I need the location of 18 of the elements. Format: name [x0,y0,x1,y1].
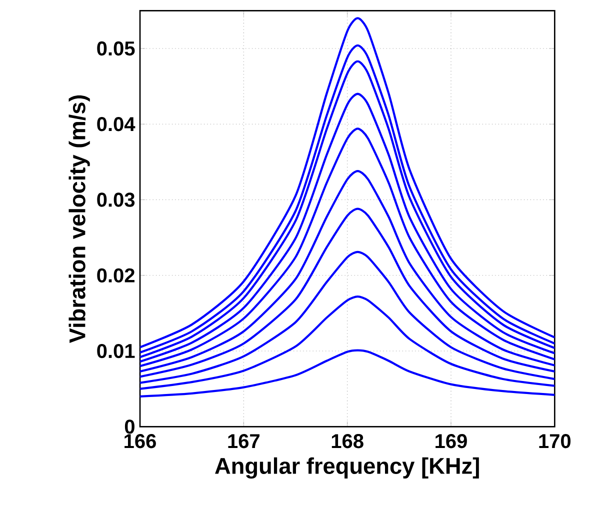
x-tick-label: 166 [124,434,156,448]
x-tick-label: 167 [228,434,260,448]
y-tick-label: 0 [124,420,134,434]
x-tick-label: 169 [436,434,467,448]
y-tick-label: 0.04 [97,117,136,132]
y-tick-label: 0.03 [97,192,135,207]
line-series [140,170,555,373]
y-axis-title: Vibration velocity (m/s) [68,95,90,344]
x-axis-title: Angular frequency [KHz] [215,457,479,479]
line-series [140,250,555,384]
y-tick-label: 0.05 [97,41,135,56]
x-tick-label: 168 [332,434,364,448]
y-tick-label: 0.02 [97,268,134,282]
line-series [140,208,555,378]
line-series [140,349,555,398]
x-tick-label: 170 [539,434,571,448]
line-series [140,296,555,390]
y-tick-label: 0.01 [97,344,135,358]
